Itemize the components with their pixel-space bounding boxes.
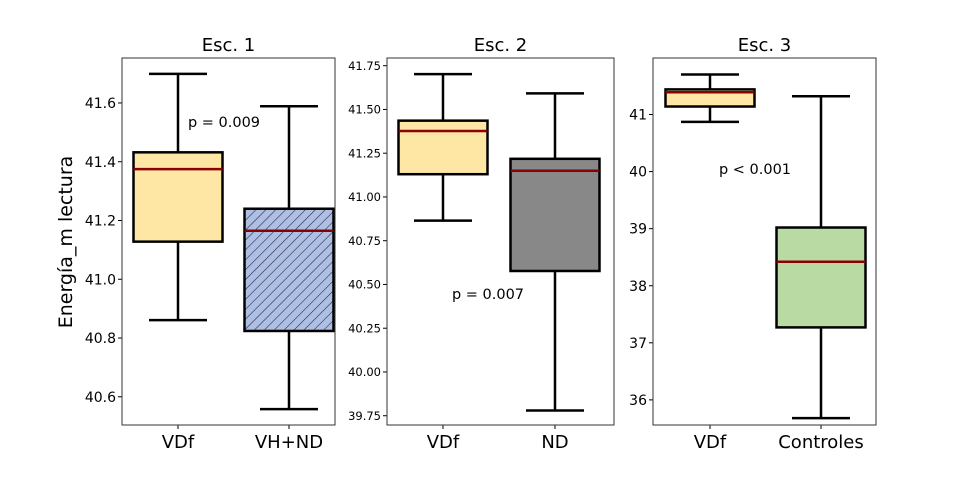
- box-vdf: [397, 72, 489, 222]
- y-tick-label: 40.50: [348, 278, 381, 292]
- box-controles: [775, 94, 867, 420]
- x-tick-label: ND: [541, 432, 568, 453]
- y-tick-label: 41: [629, 108, 647, 124]
- y-tick-label: 38: [629, 279, 647, 295]
- panel-2: Esc. 2 VDf ND 39.75 40.00 40.25 40.50 40.75 41.0…: [348, 35, 615, 453]
- box-iqr: [664, 88, 756, 108]
- y-tick-label: 40.6: [85, 390, 116, 406]
- box-iqr: [243, 207, 335, 333]
- box-iqr: [397, 119, 489, 176]
- y-tick-label: 40.25: [348, 321, 381, 335]
- y-tick-label: 40: [629, 165, 647, 181]
- panel-3: Esc. 3 VDf Controles 36 37 38 39 40 41 p < 0.001: [629, 35, 877, 453]
- axes-frame: [386, 57, 615, 426]
- panel-1: Esc. 1 VDf VH+ND 40.6 40.8 41.0 41.2 41.4 41.6 p …: [85, 35, 336, 453]
- y-tick-label: 39: [629, 222, 647, 238]
- box-iqr: [509, 157, 601, 273]
- y-tick-label: 39.75: [348, 409, 381, 423]
- p-value-annotation: p < 0.001: [719, 162, 791, 178]
- box-vh-nd: [243, 104, 335, 411]
- y-tick-label: 41.00: [348, 190, 381, 204]
- y-tick-label: 41.50: [348, 103, 381, 117]
- panel-title: Esc. 1: [202, 35, 256, 56]
- y-tick-label: 40.00: [348, 365, 381, 379]
- y-tick-label: 40.8: [85, 331, 116, 347]
- p-value-annotation: p = 0.009: [188, 115, 260, 131]
- y-tick-label: 37: [629, 336, 647, 352]
- panel-title: Esc. 3: [738, 35, 792, 56]
- y-tick-label: 41.2: [85, 214, 116, 230]
- box-vdf: [664, 73, 756, 124]
- y-tick-label: 41.0: [85, 272, 116, 288]
- y-tick-label: 41.6: [85, 96, 116, 112]
- y-axis-label: Energía_m lectura: [55, 156, 77, 329]
- axes-frame: [121, 57, 336, 426]
- y-tick-label: 41.4: [85, 155, 116, 171]
- x-tick-label: VDf: [427, 432, 460, 453]
- p-value-annotation: p = 0.007: [452, 287, 524, 303]
- box-iqr: [132, 151, 224, 243]
- x-tick-label: VDf: [694, 432, 727, 453]
- box-vdf: [132, 72, 224, 322]
- panel-title: Esc. 2: [474, 35, 528, 56]
- box-nd: [509, 92, 601, 412]
- x-tick-label: VH+ND: [255, 432, 323, 453]
- y-tick-label: 40.75: [348, 234, 381, 248]
- box-iqr: [775, 226, 867, 329]
- axes-frame: [652, 57, 877, 426]
- x-tick-label: Controles: [778, 432, 864, 453]
- y-tick-label: 41.75: [348, 59, 381, 73]
- y-tick-label: 36: [629, 393, 647, 409]
- x-tick-label: VDf: [162, 432, 195, 453]
- y-tick-label: 41.25: [348, 146, 381, 160]
